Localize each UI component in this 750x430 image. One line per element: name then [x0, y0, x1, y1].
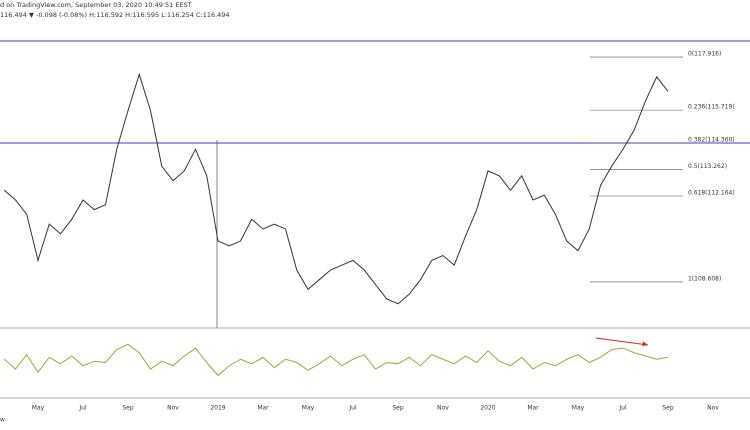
- x-tick-label: Sep: [392, 405, 404, 412]
- x-tick-label: Nov: [167, 405, 179, 412]
- fib-label: 0(117.916): [688, 51, 721, 58]
- x-tick-label: 2020: [480, 405, 495, 412]
- price-line: [3, 72, 669, 305]
- fib-label: 0.5(113.262): [688, 163, 727, 170]
- x-tick-label: Sep: [122, 405, 134, 412]
- x-tick-label: 2019: [210, 405, 225, 412]
- x-tick-label: May: [572, 405, 585, 412]
- arrow-head: [642, 341, 648, 346]
- x-tick-label: Jul: [618, 405, 627, 412]
- x-tick-label: Nov: [437, 405, 449, 412]
- x-tick-label: Mar: [257, 405, 269, 412]
- fib-label: 0.618(112.164): [688, 190, 735, 197]
- x-tick-label: Sep: [662, 405, 674, 412]
- x-tick-label: May: [302, 405, 315, 412]
- header-line: d on TradingView.com, September 03, 2020…: [0, 1, 192, 9]
- fib-label: 1(108.608): [688, 275, 721, 282]
- x-tick-label: Nov: [707, 405, 719, 412]
- x-tick-label: Mar: [527, 405, 539, 412]
- x-tick-label: Jul: [78, 405, 87, 412]
- oscillator-line: [3, 343, 669, 377]
- x-tick-label: May: [32, 405, 45, 412]
- header-quote: 116.494 ▼ -0.098 (-0.08%) H:116.592 H:11…: [0, 11, 230, 19]
- divergence-arrow: [595, 337, 649, 346]
- fib-label: 0.236(115.719): [688, 104, 735, 111]
- corner-text: w: [0, 417, 5, 424]
- fib-label: 0.382(114.360): [688, 136, 735, 143]
- x-tick-label: Jul: [348, 405, 357, 412]
